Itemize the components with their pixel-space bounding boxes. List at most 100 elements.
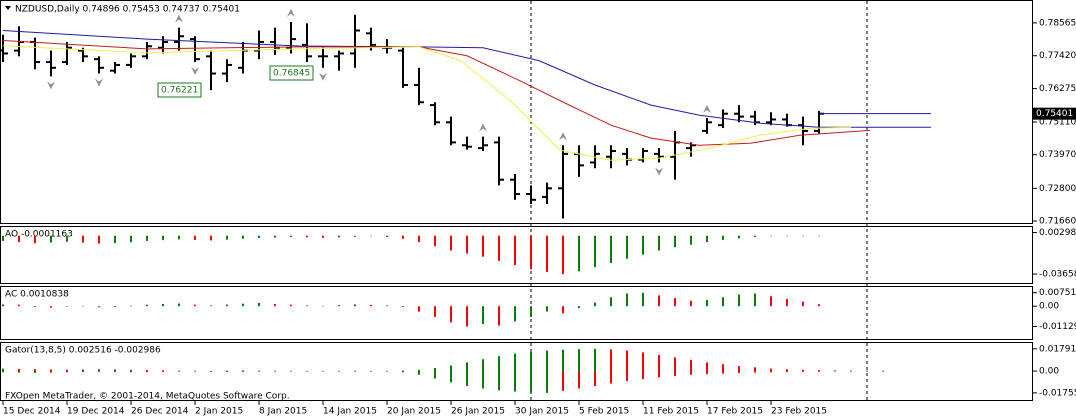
ac-bar: [658, 295, 660, 307]
ac-bar: [34, 306, 36, 308]
current-price-box: [1033, 107, 1076, 120]
ao-bar: [194, 235, 196, 240]
gator-bar: [194, 371, 196, 372]
price-label: 0.76845: [273, 69, 310, 79]
ac-bar: [738, 294, 740, 307]
ao-bar: [642, 235, 644, 255]
gator-bar: [786, 371, 788, 373]
main-frame: [0, 0, 1033, 224]
x-tick-label: 17 Feb 2015: [707, 407, 763, 417]
price-label-box: [269, 65, 314, 81]
ao-bar: [162, 235, 164, 241]
ac-bar: [594, 302, 596, 307]
gator-bar: [802, 371, 804, 372]
gator-bar: [130, 371, 132, 373]
y-tick-label: 0.78565: [1039, 18, 1076, 28]
gator-bar: [98, 371, 100, 372]
ao-bar: [178, 235, 180, 240]
ao-bar: [242, 235, 244, 239]
gator-bar: [866, 370, 868, 372]
gator-bar: [834, 371, 836, 372]
gator-bar: [130, 369, 132, 372]
gator-bar: [322, 371, 324, 372]
ac-bar: [66, 306, 68, 307]
gator-bar: [66, 371, 68, 373]
gator-bar: [274, 370, 276, 372]
ac-bar: [578, 306, 580, 308]
ac-bar: [82, 305, 84, 307]
gator-bar: [738, 366, 740, 372]
ao-bar: [418, 235, 420, 242]
ao-bar: [594, 235, 596, 268]
gator-bar: [242, 370, 244, 372]
fractal-up: [703, 105, 711, 114]
gator-bar: [722, 371, 724, 374]
ac-bar: [498, 306, 500, 326]
ac-bar: [754, 293, 756, 307]
gator-bar: [226, 370, 228, 372]
gator-bar: [674, 371, 676, 377]
gator-bar: [770, 368, 772, 372]
gator-bar: [402, 371, 404, 373]
ao-bar: [530, 235, 532, 270]
gator-bar: [258, 370, 260, 372]
gator-bar: [386, 371, 388, 372]
gator-bar: [690, 359, 692, 372]
ac-bar: [626, 293, 628, 307]
x-tick-label: 5 Feb 2015: [579, 407, 629, 417]
ac-bar: [226, 304, 228, 307]
ac-bar: [258, 302, 260, 307]
y-tick-label: 0.77420: [1039, 51, 1076, 61]
ac-bar: [274, 304, 276, 307]
ac-bar: [482, 306, 484, 325]
gator-bar: [162, 370, 164, 372]
ao-bar: [482, 235, 484, 257]
fractal-up: [287, 8, 295, 17]
ac-bar: [2, 304, 4, 307]
ao-bar: [786, 235, 788, 237]
ao-bar: [98, 235, 100, 244]
x-tick-label: 26 Jan 2015: [451, 407, 505, 417]
ac-bar: [130, 305, 132, 307]
ao-bar: [706, 235, 708, 242]
fractal-down: [655, 167, 663, 176]
y-tick-label: -0.011296: [1039, 322, 1076, 332]
gator-bar: [610, 349, 612, 372]
gator-bar: [770, 371, 772, 373]
y-tick-label: 0.71660: [1039, 217, 1076, 227]
ao-bar: [354, 235, 356, 237]
y-tick-label: -0.017556: [1039, 388, 1076, 398]
ao-bar: [386, 235, 388, 237]
collapse-icon[interactable]: [5, 6, 11, 10]
gator-bar: [146, 370, 148, 372]
gator-bar: [674, 357, 676, 372]
gator-bar: [530, 351, 532, 372]
gator-bar: [18, 371, 20, 373]
gator-bar: [50, 369, 52, 372]
ao-bar: [50, 235, 52, 243]
alligator-line: [2, 40, 871, 146]
ac-bar: [642, 292, 644, 307]
x-tick-label: 19 Dec 2014: [67, 407, 125, 417]
gator-bar: [290, 371, 292, 372]
watermark: FXOpen MetaTrader, © 2001-2014, MetaQuot…: [5, 392, 290, 402]
ac-bar: [370, 304, 372, 307]
gator-bar: [210, 371, 212, 372]
gator-bar: [226, 371, 228, 373]
ao-bar: [770, 235, 772, 237]
gator-bar: [514, 353, 516, 372]
alligator-line: [2, 29, 931, 128]
x-tick-label: 20 Jan 2015: [387, 407, 441, 417]
ac-bar: [114, 306, 116, 307]
gator-bar: [594, 348, 596, 372]
ac-bar: [18, 304, 20, 307]
ac-bar: [290, 304, 292, 307]
gator-bar: [850, 370, 852, 372]
ao-bar: [18, 235, 20, 242]
y-tick-label: 0.007517: [1039, 288, 1076, 298]
ac-bar: [610, 297, 612, 307]
gator-bar: [82, 371, 84, 373]
ao-bar: [562, 235, 564, 275]
ac-bar: [450, 306, 452, 323]
gator-bar: [434, 367, 436, 372]
